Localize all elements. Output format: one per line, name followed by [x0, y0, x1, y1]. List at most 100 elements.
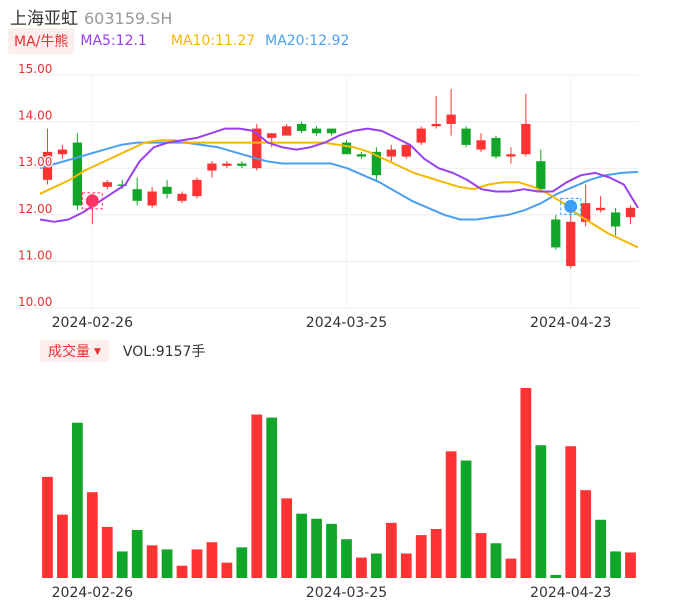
y-tick-label: 14.00 [18, 109, 52, 123]
bull-signal-icon [81, 192, 103, 210]
volume-bar [520, 388, 532, 578]
ma5-line [39, 127, 639, 223]
signal-dot [564, 199, 578, 213]
candle [72, 133, 83, 211]
volume-bar [505, 558, 517, 578]
candle-body [132, 189, 142, 201]
volume-bar [281, 498, 293, 578]
candle [341, 140, 352, 155]
ma-legend: MA/牛熊 MA5:12.1 MA10:11.27 MA20:12.92 [8, 28, 359, 54]
moving-averages [39, 127, 639, 249]
candle [57, 144, 68, 159]
ma20-legend: MA20:12.92 [265, 33, 350, 49]
caret-down-icon: ▼ [94, 347, 101, 357]
candle [551, 214, 561, 250]
candle-body [581, 203, 591, 222]
volume-bar [101, 526, 113, 578]
candle [282, 123, 292, 136]
ma5-legend: MA5:12.1 [80, 33, 147, 49]
volume-bar [71, 422, 83, 578]
volume-bar [400, 553, 412, 578]
candle-body [625, 207, 636, 218]
volume-bar [176, 565, 188, 578]
candle-body [192, 179, 202, 197]
volume-bar [42, 476, 53, 578]
volume-bar [580, 490, 592, 578]
volume-bar [221, 562, 233, 578]
volume-x-tick-label: 2024-04-23 [530, 585, 611, 601]
volume-bar [236, 547, 248, 578]
candle-body [356, 154, 367, 157]
candle-body [476, 140, 486, 150]
volume-bar [535, 445, 547, 578]
volume-bar [86, 492, 98, 578]
candle [207, 161, 217, 178]
indicator-selector[interactable]: 成交量 ▼ [40, 340, 109, 362]
volume-bar [251, 414, 263, 578]
price-grid [18, 74, 638, 309]
candle-body [57, 149, 68, 155]
candle-body [610, 212, 621, 227]
candle [192, 177, 202, 199]
volume-bar [57, 514, 68, 578]
signal-dot [85, 194, 99, 208]
candle [147, 186, 157, 208]
volume-x-tick-label: 2024-03-25 [306, 585, 387, 601]
stock-title: 上海亚虹 603159.SH [10, 4, 172, 29]
candle [521, 93, 531, 157]
candle [177, 191, 187, 204]
chart-type-label: MA/牛熊 [14, 34, 69, 50]
volume-bar [296, 513, 308, 578]
volume-bar [266, 417, 278, 578]
chart-type-selector[interactable]: MA/牛熊 [8, 28, 75, 54]
candle-body [282, 126, 292, 136]
volume-value: VOL:9157手 [122, 344, 206, 360]
candle-body [267, 133, 277, 138]
candle [476, 133, 486, 152]
candle [132, 177, 142, 206]
volume-bar [146, 545, 158, 578]
y-tick-label: 11.00 [18, 248, 52, 262]
volume-bar [370, 553, 382, 578]
candle [446, 88, 456, 136]
candle [371, 147, 382, 183]
volume-bar [625, 552, 636, 578]
candle-body [401, 144, 411, 157]
volume-bar [161, 549, 173, 578]
candle-body [551, 219, 561, 248]
candle [536, 149, 546, 192]
candle-body [177, 193, 187, 201]
signal-frame [560, 197, 582, 215]
candle-body [416, 128, 426, 143]
y-tick-label: 15.00 [18, 62, 52, 76]
candle-body [386, 149, 396, 157]
x-tick-label: 2024-04-23 [530, 315, 611, 331]
volume-bar [356, 557, 367, 578]
stock-name: 上海亚虹 [10, 9, 78, 29]
candle [311, 126, 322, 136]
volume-bar [326, 523, 337, 578]
candle [386, 144, 396, 162]
candle-body [207, 163, 217, 171]
volume-bar [445, 451, 457, 578]
candle-body [117, 184, 127, 187]
volume-bar [206, 542, 218, 578]
candle-body [237, 163, 247, 166]
volume-bar [550, 574, 562, 578]
bear-signal-icon [560, 197, 582, 215]
x-tick-label: 2024-03-25 [306, 315, 387, 331]
candles [42, 88, 636, 269]
volume-bar [191, 549, 203, 578]
candle [461, 126, 471, 148]
candle-body [595, 207, 606, 211]
volume-bar [131, 529, 143, 578]
candle [237, 161, 247, 169]
candle-body [446, 114, 456, 124]
candle-body [147, 191, 157, 206]
volume-x-tick-label: 2024-02-26 [52, 585, 133, 601]
candle [356, 151, 367, 159]
candle-body [102, 182, 112, 187]
candle-body [431, 123, 441, 127]
candle [162, 179, 172, 199]
